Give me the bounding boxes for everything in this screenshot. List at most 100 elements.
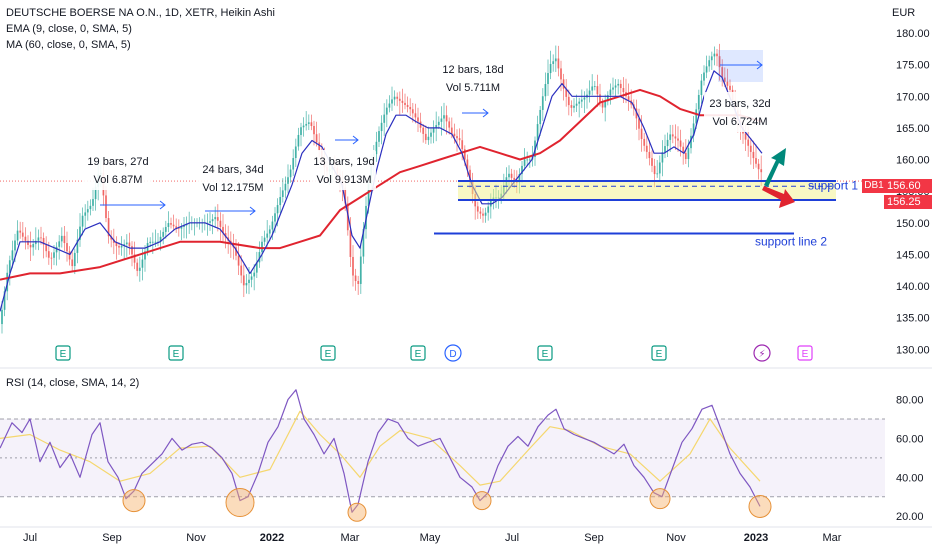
candle-body [214, 217, 217, 220]
candle-body [276, 205, 279, 214]
earnings-marker[interactable] [797, 345, 813, 361]
measure-arrow-head [249, 206, 256, 216]
measure-box[interactable] [438, 58, 508, 98]
measure-arrow-head [159, 200, 166, 210]
rsi-low-highlight[interactable] [122, 489, 146, 513]
candle-body [690, 135, 692, 149]
earnings-marker-label: E [802, 349, 809, 360]
chart-title: DEUTSCHE BOERSE NA O.N., 1D, XETR, Heiki… [6, 7, 275, 19]
candle-body [310, 122, 313, 126]
earnings-marker-label: E [325, 349, 332, 360]
measure-box[interactable] [83, 150, 153, 190]
dividend-marker[interactable] [444, 344, 462, 362]
time-tick-label: May [420, 532, 441, 544]
candle-body [588, 90, 591, 95]
candle-body [287, 177, 289, 184]
candle-body [604, 101, 607, 108]
candle-body [692, 123, 695, 136]
up-arrow[interactable] [764, 148, 786, 187]
candle-body [281, 190, 284, 197]
candle-body [138, 267, 141, 271]
candle-body [651, 158, 653, 166]
candle-body [653, 165, 656, 175]
rsi-legend[interactable]: RSI (14, close, SMA, 14, 2) [6, 377, 140, 389]
candle-body [612, 87, 614, 90]
candle-body [669, 134, 672, 140]
measure-box[interactable] [704, 92, 776, 132]
candle-body [107, 218, 110, 237]
candle-body [219, 220, 222, 227]
candle-body [406, 104, 409, 108]
candle-body [81, 215, 84, 227]
candle-body [92, 199, 94, 206]
ma-60-line [0, 88, 763, 281]
candle-body [136, 262, 139, 271]
candle-body [422, 127, 425, 134]
candle-body [708, 60, 711, 67]
earnings-marker[interactable] [168, 345, 184, 361]
candle-body [73, 252, 76, 267]
measure-arrow-head [482, 108, 489, 118]
candle-body [541, 96, 544, 110]
candle-body [606, 95, 609, 102]
candle-body [245, 283, 248, 286]
earnings-marker[interactable] [537, 345, 553, 361]
earnings-marker[interactable] [410, 345, 426, 361]
candle-body [170, 223, 172, 225]
measure-box[interactable] [198, 158, 268, 198]
candle-body [575, 103, 578, 106]
rsi-background-band [0, 418, 885, 497]
time-tick-label: Jul [505, 532, 519, 544]
measure-box[interactable] [312, 150, 376, 190]
measure-volume-label: Vol 12.175M [202, 182, 263, 194]
candle-body [383, 114, 386, 123]
rsi-low-highlight[interactable] [347, 502, 367, 522]
drawings[interactable]: support 1 support line 2 19 bars, 27d Vol 6… [55, 50, 858, 522]
earnings-marker[interactable] [55, 345, 71, 361]
earnings-marker[interactable] [320, 345, 336, 361]
candle-body [42, 237, 45, 245]
price-tick-label: 160.00 [896, 155, 930, 167]
split-marker-label: ⚡ [758, 349, 765, 360]
candle-body [552, 61, 555, 64]
candle-body [128, 242, 131, 247]
candle-body [705, 66, 708, 73]
rsi-low-highlight[interactable] [748, 494, 772, 518]
ma-legend[interactable]: MA (60, close, 0, SMA, 5) [6, 39, 131, 51]
candle-body [349, 230, 352, 257]
candle-body [424, 133, 427, 141]
rsi-low-highlight[interactable] [649, 488, 671, 510]
earnings-marker[interactable] [651, 345, 667, 361]
measure-range[interactable] [718, 50, 763, 82]
candle-body [32, 244, 35, 248]
candle-body [716, 53, 718, 57]
rsi-low-highlight[interactable] [225, 488, 255, 518]
candle-body [242, 275, 245, 286]
candle-body [115, 242, 118, 247]
rsi-low-highlight[interactable] [472, 491, 492, 511]
time-tick-label: Nov [186, 532, 206, 544]
candle-body [570, 105, 573, 108]
split-marker[interactable] [753, 344, 771, 362]
candle-body [318, 142, 321, 151]
candle-body [755, 158, 757, 164]
last-price-pill: 156.60 [884, 179, 932, 193]
candle-body [289, 169, 292, 178]
candle-body [151, 241, 154, 243]
candle-body [440, 118, 443, 122]
candle-body [398, 98, 401, 101]
candle-body [84, 212, 87, 216]
ema-legend[interactable]: EMA (9, close, 0, SMA, 5) [6, 23, 132, 35]
candle-body [261, 241, 263, 253]
candle-body [562, 79, 565, 89]
candle-body [76, 239, 79, 253]
candle-body [411, 109, 414, 114]
candle-body [679, 140, 682, 147]
candle-body [37, 237, 40, 241]
candle-body [50, 257, 53, 259]
currency-label: EUR [892, 7, 916, 19]
down-arrow[interactable] [762, 186, 795, 208]
candle-body [380, 122, 383, 132]
candle-body [58, 241, 61, 247]
